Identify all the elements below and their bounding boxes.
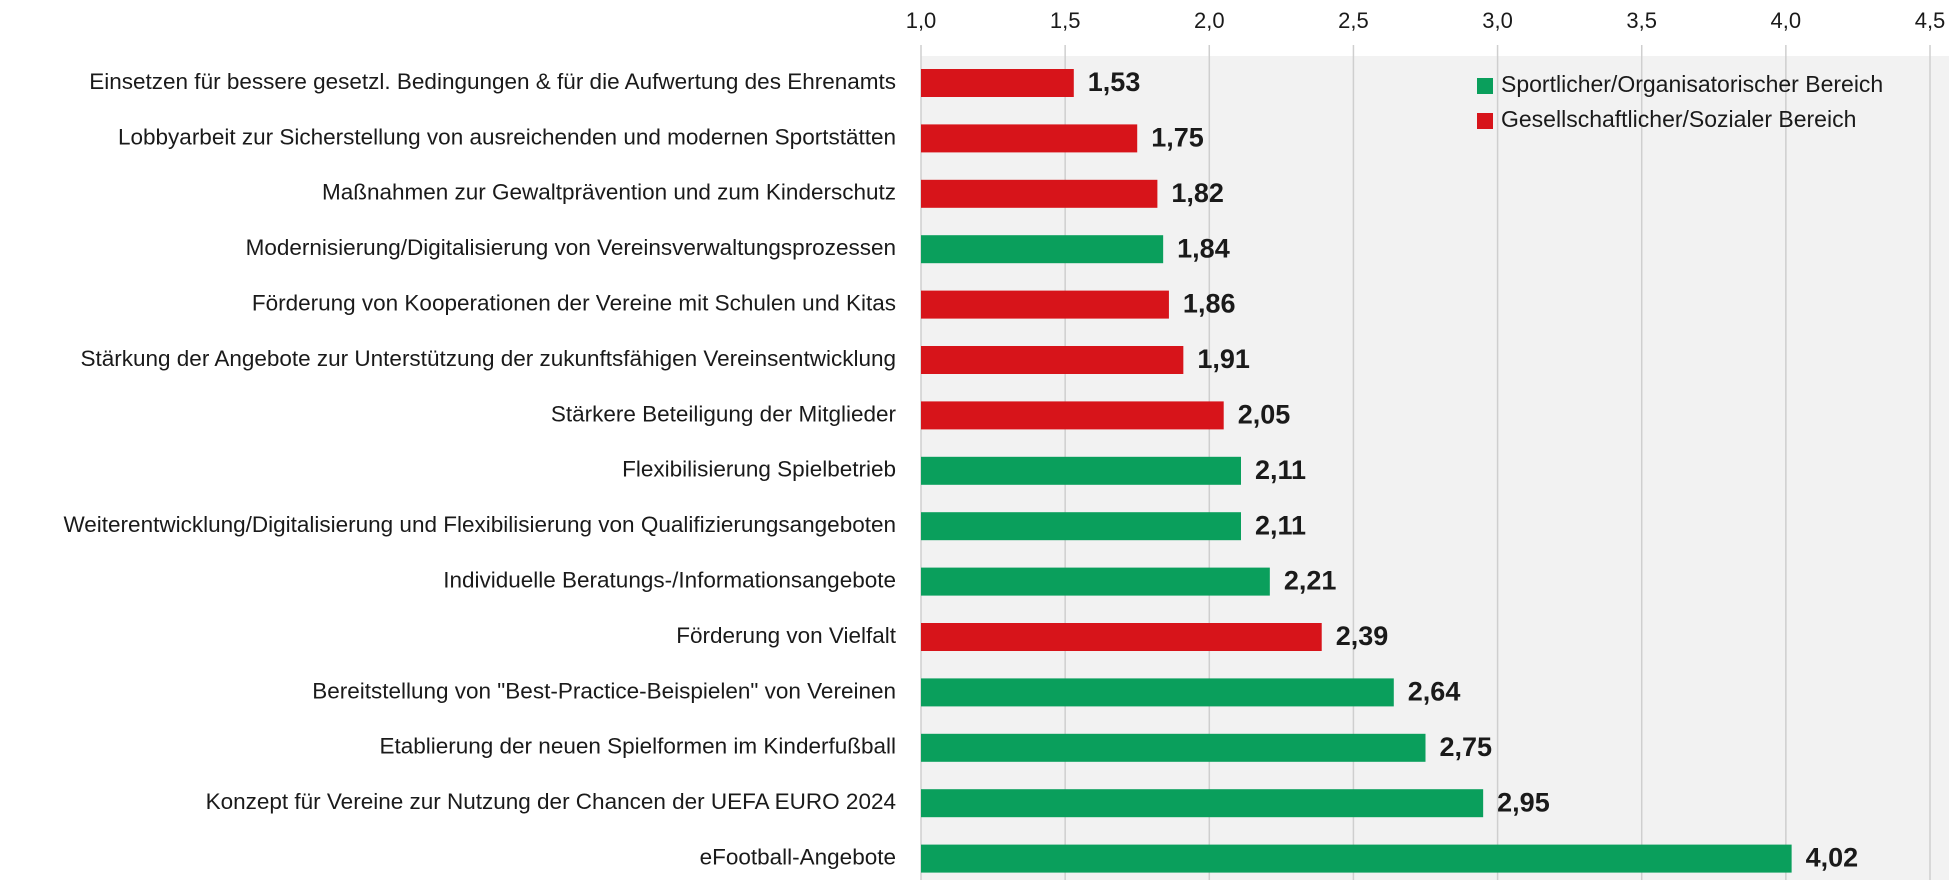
- bar: [921, 512, 1241, 541]
- x-tick-label: 2,0: [1194, 8, 1225, 33]
- value-label: 2,11: [1255, 455, 1306, 485]
- bar: [921, 124, 1138, 153]
- bar: [921, 733, 1426, 762]
- legend-label: Sportlicher/Organisatorischer Bereich: [1501, 71, 1883, 97]
- x-tick-label: 4,0: [1771, 8, 1802, 33]
- legend-label: Gesellschaftlicher/Sozialer Bereich: [1501, 106, 1856, 132]
- bar: [921, 844, 1792, 873]
- y-tick-label: Weiterentwicklung/Digitalisierung und Fl…: [63, 512, 896, 537]
- y-tick-label: Bereitstellung von "Best-Practice-Beispi…: [312, 678, 896, 703]
- value-label: 2,95: [1497, 787, 1550, 817]
- bar: [921, 678, 1394, 707]
- y-tick-label: Individuelle Beratungs-/Informationsange…: [443, 568, 896, 593]
- y-tick-label: Maßnahmen zur Gewaltprävention und zum K…: [322, 180, 896, 205]
- y-tick-label: Einsetzen für bessere gesetzl. Bedingung…: [89, 69, 896, 94]
- x-tick-label: 3,0: [1482, 8, 1513, 33]
- value-label: 2,11: [1255, 510, 1306, 540]
- bar: [921, 290, 1169, 319]
- value-label: 1,75: [1151, 123, 1204, 153]
- bar: [921, 179, 1158, 208]
- legend-swatch: [1477, 78, 1493, 94]
- value-label: 2,64: [1408, 677, 1461, 707]
- value-label: 1,82: [1171, 178, 1224, 208]
- value-label: 4,02: [1806, 843, 1859, 873]
- y-tick-label: Flexibilisierung Spielbetrieb: [622, 457, 896, 482]
- legend-swatch: [1477, 113, 1493, 129]
- bar: [921, 69, 1074, 97]
- y-tick-label: Modernisierung/Digitalisierung von Verei…: [246, 235, 896, 260]
- value-label: 2,39: [1336, 621, 1389, 651]
- bar: [921, 567, 1270, 596]
- y-tick-label: Stärkere Beteiligung der Mitglieder: [551, 401, 897, 426]
- y-tick-label: Etablierung der neuen Spielformen im Kin…: [379, 734, 896, 759]
- y-tick-label: Förderung von Vielfalt: [676, 623, 896, 648]
- x-tick-label: 2,5: [1338, 8, 1369, 33]
- bar: [921, 623, 1322, 651]
- value-label: 2,21: [1284, 566, 1337, 596]
- bar: [921, 346, 1184, 374]
- y-tick-label: Lobbyarbeit zur Sicherstellung von ausre…: [118, 124, 896, 149]
- value-label: 1,84: [1177, 233, 1230, 263]
- y-tick-label: Stärkung der Angebote zur Unterstützung …: [80, 346, 896, 371]
- x-tick-label: 1,0: [906, 8, 937, 33]
- value-label: 2,05: [1238, 400, 1291, 430]
- value-label: 1,53: [1088, 67, 1141, 97]
- bar: [921, 401, 1224, 430]
- x-tick-label: 3,5: [1626, 8, 1657, 33]
- x-tick-label: 4,5: [1915, 8, 1946, 33]
- y-tick-label: Förderung von Kooperationen der Vereine …: [252, 291, 896, 316]
- y-tick-label: eFootball-Angebote: [700, 845, 896, 870]
- bar: [921, 235, 1164, 264]
- value-label: 2,75: [1440, 732, 1493, 762]
- value-label: 1,91: [1197, 344, 1250, 374]
- y-tick-label: Konzept für Vereine zur Nutzung der Chan…: [206, 789, 896, 814]
- bar: [921, 789, 1484, 818]
- x-tick-label: 1,5: [1050, 8, 1081, 33]
- bar: [921, 456, 1241, 485]
- value-label: 1,86: [1183, 289, 1236, 319]
